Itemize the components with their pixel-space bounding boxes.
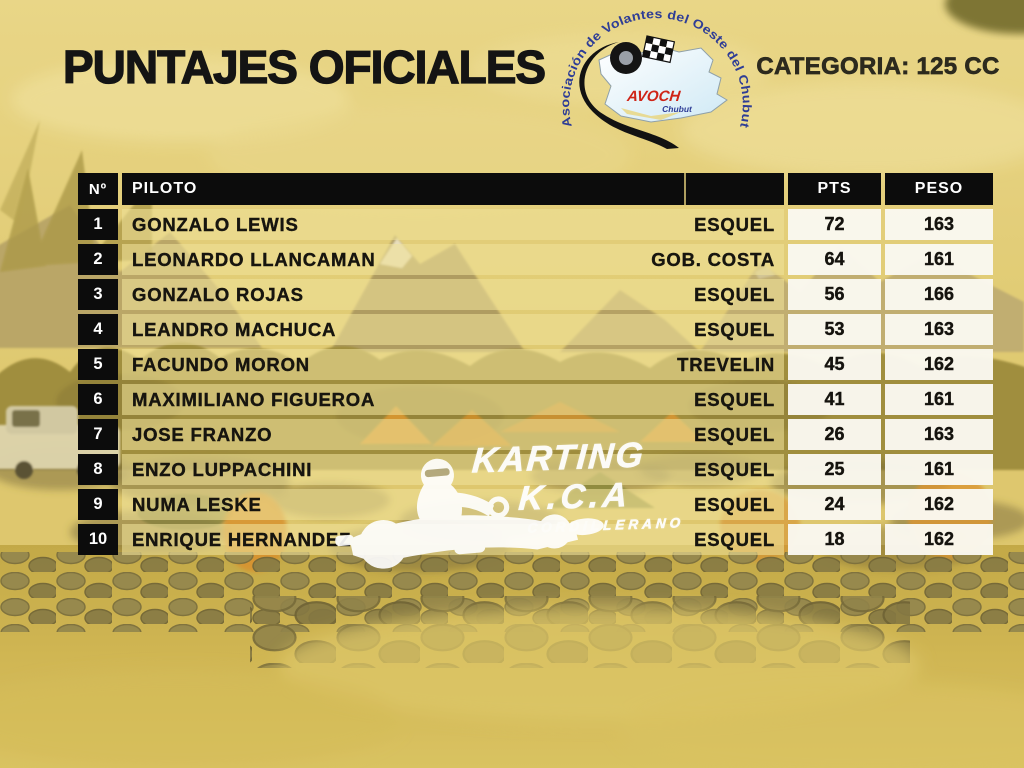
category-label: CATEGORIA: 125 CC bbox=[756, 53, 1000, 81]
bg-grass-patches bbox=[0, 607, 1024, 768]
row-peso: 162 bbox=[885, 349, 993, 380]
row-number: 10 bbox=[78, 524, 118, 555]
pilot-name: MAXIMILIANO FIGUEROA bbox=[132, 388, 376, 410]
pilot-city: ESQUEL bbox=[694, 423, 775, 445]
table-row: 1 GONZALO LEWIS ESQUEL 72 163 bbox=[78, 209, 993, 240]
row-number: 3 bbox=[78, 279, 118, 310]
row-peso: 161 bbox=[885, 384, 993, 415]
row-number: 6 bbox=[78, 384, 118, 415]
pilot-city: ESQUEL bbox=[694, 493, 775, 515]
row-pts: 26 bbox=[788, 419, 881, 450]
row-peso: 162 bbox=[885, 489, 993, 520]
pilot-cell: LEANDRO MACHUCA ESQUEL bbox=[122, 314, 784, 345]
row-number: 1 bbox=[78, 209, 118, 240]
pilot-city: ESQUEL bbox=[694, 388, 775, 410]
row-pts: 18 bbox=[788, 524, 881, 555]
pilot-cell: GONZALO ROJAS ESQUEL bbox=[122, 279, 784, 310]
table-row: 3 GONZALO ROJAS ESQUEL 56 166 bbox=[78, 279, 993, 310]
row-peso: 161 bbox=[885, 244, 993, 275]
pilot-city: ESQUEL bbox=[694, 318, 775, 340]
header-pilot: PILOTO bbox=[122, 173, 784, 205]
row-number: 9 bbox=[78, 489, 118, 520]
table-row: 5 FACUNDO MORON TREVELIN 45 162 bbox=[78, 349, 993, 380]
pilot-cell: FACUNDO MORON TREVELIN bbox=[122, 349, 784, 380]
standings-table: Nº PILOTO PTS PESO 1 GONZALO LEWIS ESQUE… bbox=[78, 173, 993, 559]
pilot-name: LEONARDO LLANCAMAN bbox=[132, 248, 376, 270]
row-peso: 163 bbox=[885, 419, 993, 450]
logo-swoosh bbox=[579, 42, 679, 149]
pilot-city: ESQUEL bbox=[694, 458, 775, 480]
pilot-cell: GONZALO LEWIS ESQUEL bbox=[122, 209, 784, 240]
kart-illustration-icon bbox=[335, 458, 604, 569]
logo-region: Chubut bbox=[662, 104, 693, 114]
pilot-name: GONZALO ROJAS bbox=[132, 283, 304, 305]
logo-acronym: AVOCH bbox=[625, 88, 682, 105]
row-peso: 166 bbox=[885, 279, 993, 310]
row-pts: 72 bbox=[788, 209, 881, 240]
header-peso: PESO bbox=[885, 173, 993, 205]
table-header: Nº PILOTO PTS PESO bbox=[78, 173, 993, 205]
club-watermark: KARTING K.C.A CORDILLERANO bbox=[322, 421, 707, 584]
pilot-city: ESQUEL bbox=[694, 213, 775, 235]
pilot-name: GONZALO LEWIS bbox=[132, 213, 299, 235]
row-pts: 53 bbox=[788, 314, 881, 345]
row-number: 5 bbox=[78, 349, 118, 380]
bg-corner-trees bbox=[945, 0, 1024, 34]
row-number: 8 bbox=[78, 454, 118, 485]
pilot-city: TREVELIN bbox=[677, 353, 775, 375]
row-number: 2 bbox=[78, 244, 118, 275]
row-pts: 41 bbox=[788, 384, 881, 415]
header-num: Nº bbox=[78, 173, 118, 205]
pilot-cell: LEONARDO LLANCAMAN GOB. COSTA bbox=[122, 244, 784, 275]
pilot-name: NUMA LESKE bbox=[132, 493, 262, 515]
pilot-city: ESQUEL bbox=[694, 283, 775, 305]
association-logo: AVOCH Chubut Asociación de Volantes del … bbox=[561, 8, 753, 149]
pilot-name: LEANDRO MACHUCA bbox=[132, 318, 337, 340]
row-peso: 163 bbox=[885, 314, 993, 345]
table-row: 7 JOSE FRANZO ESQUEL 26 163 bbox=[78, 419, 993, 450]
pilot-cell: MAXIMILIANO FIGUEROA ESQUEL bbox=[122, 384, 784, 415]
row-peso: 162 bbox=[885, 524, 993, 555]
logo-map-sand bbox=[621, 108, 681, 120]
checkered-flag-icon bbox=[641, 35, 676, 64]
row-pts: 24 bbox=[788, 489, 881, 520]
header-divider bbox=[684, 173, 686, 205]
header-pilot-label: PILOTO bbox=[132, 180, 198, 197]
page-title: PUNTAJES OFICIALES bbox=[62, 41, 546, 93]
standings-rows: 1 GONZALO LEWIS ESQUEL 72 163 2 LEONARDO… bbox=[78, 209, 993, 555]
pilot-name: FACUNDO MORON bbox=[132, 353, 310, 375]
pilot-name: ENRIQUE HERNANDEZ bbox=[132, 528, 352, 550]
table-row: 6 MAXIMILIANO FIGUEROA ESQUEL 41 161 bbox=[78, 384, 993, 415]
pilot-name: JOSE FRANZO bbox=[132, 423, 273, 445]
row-pts: 45 bbox=[788, 349, 881, 380]
pilot-city: GOB. COSTA bbox=[651, 248, 775, 270]
row-pts: 25 bbox=[788, 454, 881, 485]
table-row: 4 LEANDRO MACHUCA ESQUEL 53 163 bbox=[78, 314, 993, 345]
header-pts: PTS bbox=[788, 173, 881, 205]
row-number: 4 bbox=[78, 314, 118, 345]
row-pts: 64 bbox=[788, 244, 881, 275]
watermark-kca: K.C.A bbox=[517, 475, 633, 519]
pilot-name: ENZO LUPPACHINI bbox=[132, 458, 313, 480]
pilot-cell: JOSE FRANZO ESQUEL bbox=[122, 419, 784, 450]
row-peso: 163 bbox=[885, 209, 993, 240]
row-pts: 56 bbox=[788, 279, 881, 310]
row-number: 7 bbox=[78, 419, 118, 450]
row-peso: 161 bbox=[885, 454, 993, 485]
table-row: 2 LEONARDO LLANCAMAN GOB. COSTA 64 161 bbox=[78, 244, 993, 275]
pilot-city: ESQUEL bbox=[694, 528, 775, 550]
